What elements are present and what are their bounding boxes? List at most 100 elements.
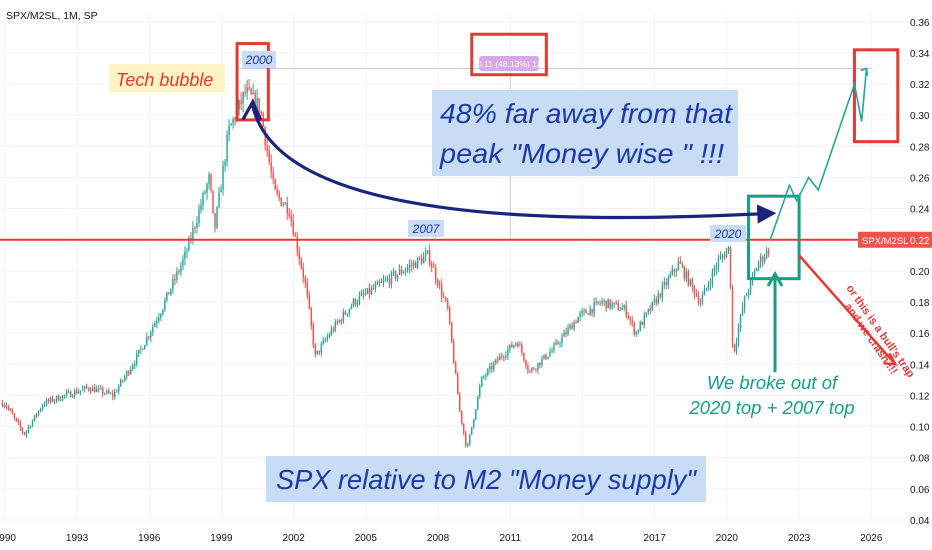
candle-body <box>477 396 479 410</box>
candle-body <box>659 293 662 298</box>
candle-body <box>577 317 579 323</box>
candle-body <box>561 336 563 344</box>
candle-body <box>571 325 573 330</box>
candle-body <box>573 322 575 330</box>
candle-body <box>675 270 678 272</box>
candle-body <box>142 348 144 350</box>
candle-body <box>647 308 649 313</box>
candle-body <box>601 301 603 304</box>
candle-body <box>463 423 465 433</box>
candle-body <box>599 303 601 305</box>
candle-body <box>116 391 118 393</box>
candle-body <box>190 237 192 240</box>
candle-body <box>65 392 68 395</box>
candle-body <box>174 279 176 281</box>
candle-body <box>593 302 595 314</box>
candle-body <box>136 353 138 364</box>
candle-body <box>653 299 656 302</box>
candle-body <box>517 343 519 347</box>
candle-body <box>743 296 746 308</box>
candle-body <box>294 235 296 237</box>
candle-body <box>202 193 204 206</box>
trap-text-line-1: or this is a bull's trap <box>844 283 917 380</box>
foreground-overlays: 0.11 (48.13%) 11 <box>0 32 905 373</box>
candle-body <box>81 388 84 391</box>
candle-body <box>418 257 421 259</box>
candle-body <box>765 250 768 258</box>
year-tag-bg <box>408 220 444 237</box>
candle-body <box>39 409 42 411</box>
candle-body <box>258 98 260 112</box>
candle-body <box>358 295 361 303</box>
candle-body <box>67 391 70 393</box>
candle-body <box>346 313 349 315</box>
candle-body <box>481 376 483 387</box>
candle-body <box>621 308 623 311</box>
y-tick-label: 0.18 <box>910 298 930 309</box>
candle-body <box>446 300 449 308</box>
candle-body <box>697 295 700 304</box>
x-tick-label: 2023 <box>788 533 811 544</box>
year-tag-bg <box>242 51 276 68</box>
candle-body <box>280 197 282 206</box>
candle-body <box>296 236 298 252</box>
x-tick-label: 2017 <box>644 533 667 544</box>
candle-body <box>21 428 24 433</box>
candle-body <box>392 271 395 273</box>
candle-body <box>154 323 156 327</box>
candle-body <box>85 386 88 388</box>
y-tick-label: 0.12 <box>910 391 930 402</box>
y-tick-label: 0.08 <box>910 454 930 465</box>
candle-body <box>559 343 561 345</box>
candle-body <box>507 349 509 356</box>
candle-body <box>328 334 331 337</box>
candle-body <box>71 396 74 398</box>
candle-body <box>651 301 653 311</box>
candle-body <box>703 288 706 296</box>
candle-body <box>479 386 481 397</box>
x-tick-label: 2005 <box>355 533 378 544</box>
candle-body <box>330 329 333 335</box>
candle-body <box>168 292 170 295</box>
candle-body <box>396 274 399 279</box>
candle-body <box>178 271 180 273</box>
candle-body <box>282 204 284 206</box>
crash-arrowhead <box>883 352 898 366</box>
candle-body <box>414 262 417 268</box>
candle-body <box>402 271 405 274</box>
candle-body <box>420 258 423 264</box>
candle-body <box>719 256 722 260</box>
candle-body <box>410 265 413 267</box>
x-tick-label: 2020 <box>716 533 739 544</box>
candle-body <box>589 308 591 315</box>
candle-body <box>609 299 611 308</box>
candle-body <box>709 284 712 286</box>
candle-body <box>73 390 76 397</box>
candle-body <box>47 399 50 402</box>
candle-body <box>334 321 337 331</box>
candle-body <box>527 366 529 371</box>
candle-body <box>467 444 469 446</box>
candle-body <box>745 295 748 297</box>
candle-body <box>406 267 409 271</box>
candle-body <box>206 184 208 193</box>
y-tick-label: 0.16 <box>910 329 930 340</box>
candle-body <box>160 314 162 318</box>
candle-body <box>671 269 674 275</box>
candle-body <box>314 344 317 355</box>
candle-body <box>222 165 224 190</box>
y-tick-label: 0.10 <box>910 423 930 434</box>
candle-body <box>729 246 732 289</box>
annotations: SPX/M2SL, 1M, SP Tech bubble 2000 2007 2020 4… <box>6 10 917 502</box>
year-tag-bg <box>710 225 746 242</box>
candle-body <box>374 284 377 289</box>
candle-body <box>55 396 58 401</box>
candle-body <box>733 343 736 351</box>
candle-body <box>677 261 680 271</box>
y-tick-label: 0.26 <box>910 173 930 184</box>
candle-body <box>340 320 343 322</box>
candle-body <box>192 227 194 240</box>
y-tick-label: 0.04 <box>910 516 930 527</box>
